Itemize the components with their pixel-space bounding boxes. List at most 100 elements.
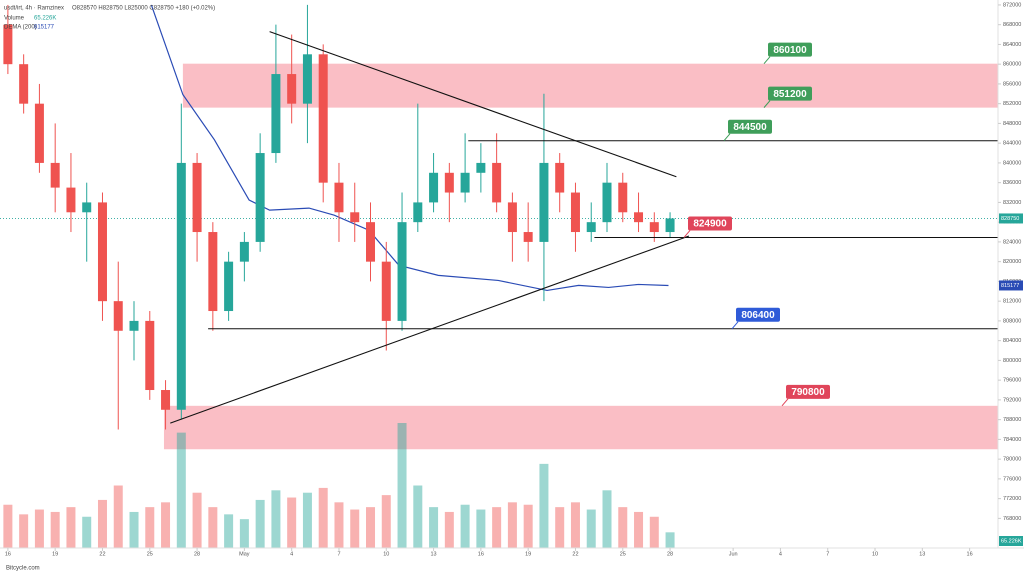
label-pointer (763, 56, 771, 65)
volume-bar (239, 519, 249, 548)
y-tick-label: 776000 (1003, 476, 1021, 482)
level-label-box (768, 86, 812, 101)
volume-legend-value: 65.226K (34, 16, 56, 22)
footer: Bitcycle.com (6, 566, 40, 572)
candle-body (555, 162, 565, 193)
volume-bar (570, 502, 580, 548)
candle-body (381, 261, 391, 321)
level-label-box (728, 119, 772, 134)
candle-body (192, 162, 202, 233)
candle-body (255, 153, 265, 242)
x-tick-label: 19 (525, 551, 531, 557)
dema-legend: DEMA (200) (4, 25, 37, 31)
candle-body (366, 222, 376, 262)
x-tick-label: 19 (52, 551, 58, 557)
y-tick-label: 824000 (1003, 239, 1021, 245)
volume-bar (460, 504, 470, 548)
x-tick-label: 25 (620, 551, 626, 557)
label-pointer (683, 230, 691, 238)
volume-bar (208, 507, 218, 548)
y-tick-label: 804000 (1003, 338, 1021, 344)
y-tick-label: 808000 (1003, 318, 1021, 324)
dema-price-label: 815177 (1001, 283, 1019, 289)
candle-body (618, 182, 628, 213)
candle-body (302, 54, 312, 104)
volume-bar (429, 507, 439, 548)
volume-bar (397, 423, 407, 548)
volume-bar (444, 511, 454, 548)
candle-body (176, 162, 186, 410)
candle-body (34, 103, 44, 163)
volume-bar (618, 507, 628, 548)
label-pointer (763, 100, 771, 108)
label-pointer (731, 321, 739, 330)
volume-bar (318, 487, 328, 548)
x-tick-label: 13 (919, 551, 925, 557)
x-tick-label: May (239, 551, 250, 557)
candle-body (523, 232, 533, 242)
candle-body (586, 222, 596, 233)
x-tick-label: 7 (337, 551, 340, 557)
ohlc-legend: O828570 H828750 L825000 C828750 +180 (+0… (72, 6, 215, 12)
volume-bar (287, 497, 297, 548)
volume-bar (665, 532, 675, 548)
volume-bar (97, 499, 107, 548)
volume-bar (3, 504, 13, 548)
x-tick-label: 16 (967, 551, 973, 557)
volume-bar (192, 492, 202, 548)
y-tick-label: 864000 (1003, 42, 1021, 48)
volume-bar (476, 509, 486, 548)
x-tick-label: 10 (872, 551, 878, 557)
y-tick-label: 872000 (1003, 2, 1021, 8)
volume-bar (381, 495, 391, 548)
candle-body (208, 232, 218, 312)
y-tick-label: 784000 (1003, 437, 1021, 443)
candle-body (492, 162, 502, 203)
volume-bar (634, 511, 644, 548)
candle-body (129, 320, 139, 331)
candle-body (634, 212, 644, 223)
candle-body (224, 261, 234, 312)
candle-body (429, 172, 439, 203)
volume-value-label: 65.226K (1001, 538, 1022, 544)
x-tick-label: 28 (194, 551, 200, 557)
volume-legend: Volume (4, 16, 25, 22)
level-label-box (786, 384, 830, 399)
candle-body (3, 24, 13, 65)
x-tick-label: 16 (478, 551, 484, 557)
volume-bar (507, 502, 517, 548)
x-tick-label: 13 (431, 551, 437, 557)
y-tick-label: 788000 (1003, 417, 1021, 423)
level-label: 860100 (773, 45, 807, 56)
volume-bar (523, 504, 533, 548)
x-tick-label: 4 (779, 551, 782, 557)
volume-bar (334, 502, 344, 548)
dema-line (150, 4, 669, 292)
x-tick-label: Jun (729, 551, 738, 557)
y-tick-label: 852000 (1003, 101, 1021, 107)
candle-body (570, 192, 580, 233)
volume-bar (413, 485, 423, 548)
y-tick-label: 768000 (1003, 516, 1021, 522)
level-label: 790800 (791, 387, 825, 398)
volume-bar (649, 516, 659, 548)
volume-bar (539, 463, 549, 548)
x-tick-label: 22 (572, 551, 578, 557)
x-tick-label: 4 (290, 551, 293, 557)
candle-body (334, 182, 344, 213)
chart-title: usdt/irt, 4h · Ramzinex (4, 6, 64, 12)
label-pointer (723, 133, 731, 142)
candle-body (507, 202, 517, 233)
volume-bar (350, 509, 360, 548)
y-tick-label: 856000 (1003, 81, 1021, 87)
y-tick-label: 812000 (1003, 299, 1021, 305)
candle-body (113, 301, 123, 331)
y-tick-label: 780000 (1003, 457, 1021, 463)
candle-body (239, 241, 249, 262)
volume-bar (50, 511, 60, 548)
volume-bar (34, 509, 44, 548)
volume-bar (19, 514, 29, 548)
level-label: 824900 (693, 219, 727, 230)
y-tick-label: 772000 (1003, 496, 1021, 502)
volume-bar (255, 499, 265, 548)
